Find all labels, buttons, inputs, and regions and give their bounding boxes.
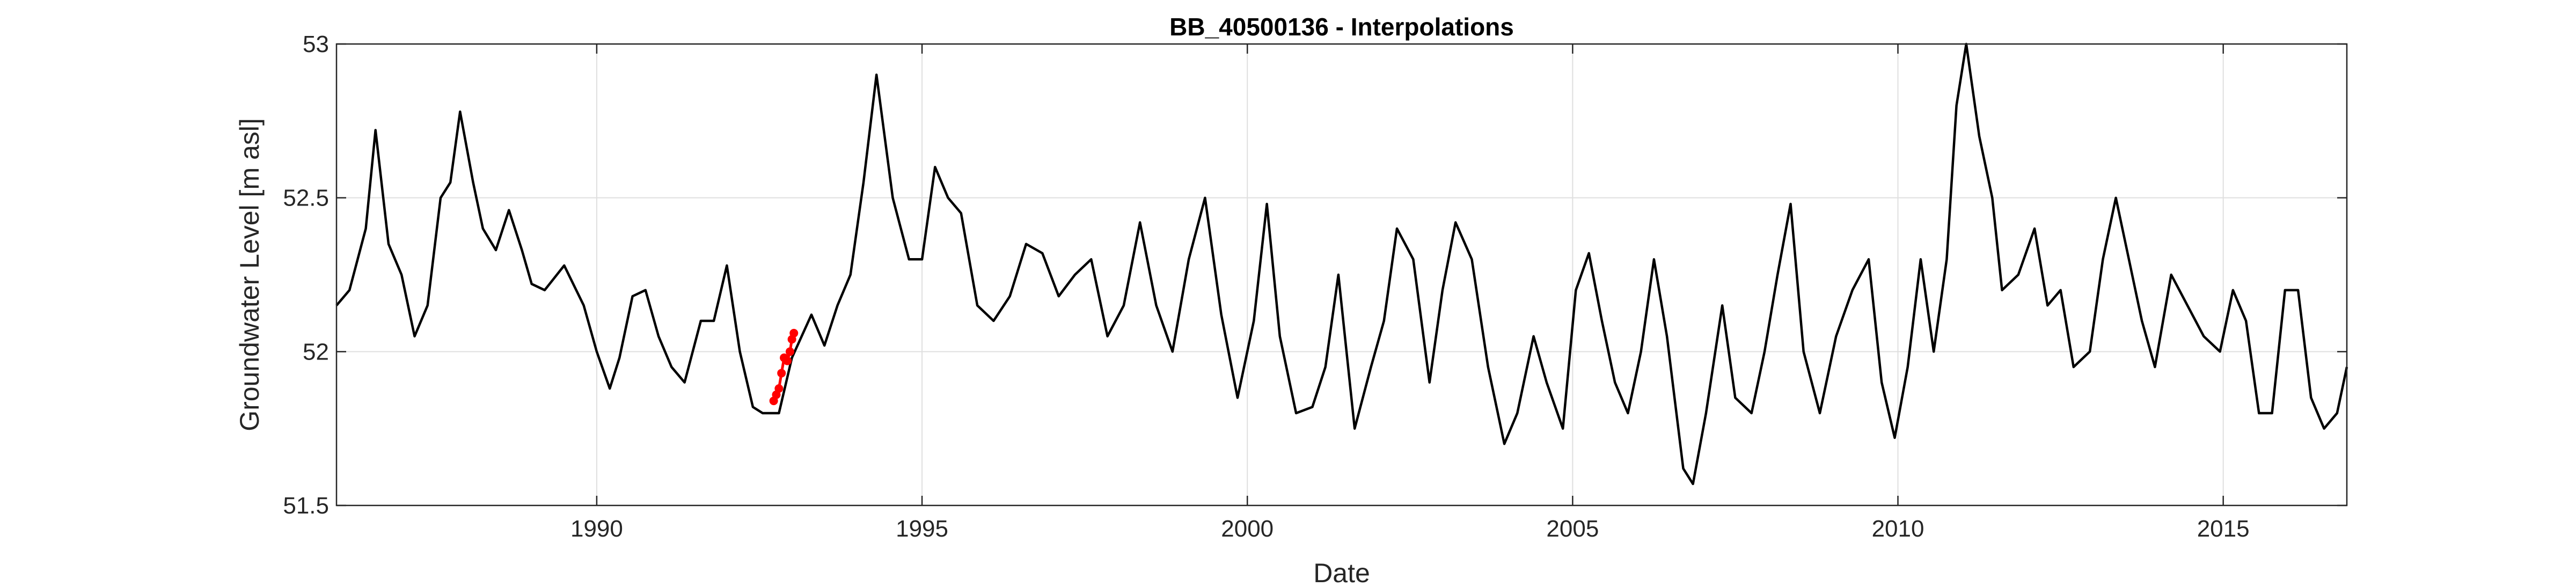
interpolated-point — [777, 369, 786, 378]
interpolated-point — [785, 347, 794, 356]
y-axis-label: Groundwater Level [m asl] — [235, 118, 265, 431]
axes-frame — [335, 43, 2348, 507]
y-tick-label: 53 — [303, 31, 329, 57]
x-tick-label: 1995 — [896, 516, 948, 542]
interpolated-point — [789, 328, 799, 337]
x-tick-label: 2005 — [1546, 516, 1599, 542]
x-tick-label: 2015 — [2197, 516, 2250, 542]
ticks: 1990 1995 2000 2005 2010 2015 51.5 52 52.5 53 — [283, 31, 2347, 542]
y-tick-label: 52.5 — [283, 185, 329, 211]
x-tick-label: 1990 — [570, 516, 623, 542]
interpolated-point — [774, 384, 784, 393]
interpolated-point — [783, 356, 792, 365]
series-layer — [335, 42, 2348, 486]
chart-title: BB_40500136 - Interpolations — [1169, 13, 1514, 41]
x-tick-label: 2010 — [1872, 516, 1924, 542]
x-axis-label: Date — [1313, 558, 1370, 587]
x-tick-label: 2000 — [1221, 516, 1274, 542]
groundwater-level-line — [335, 42, 2348, 486]
plot-area — [336, 44, 2347, 505]
y-tick-label: 51.5 — [283, 493, 329, 519]
y-tick-label: 52 — [303, 339, 329, 365]
